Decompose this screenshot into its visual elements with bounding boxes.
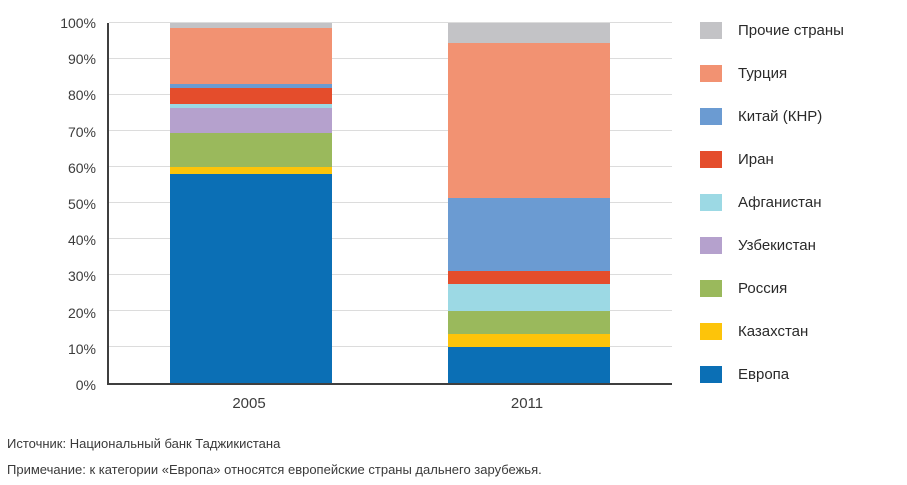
y-tick-label-70: 70% xyxy=(67,123,96,140)
segment-2005-Китай (КНР) xyxy=(170,84,332,88)
legend-swatch-icon xyxy=(700,365,722,383)
segment-2005-Узбекистан xyxy=(170,107,332,133)
legend-swatch-icon xyxy=(700,107,722,125)
gridline-50 xyxy=(109,202,672,203)
legend-label: Прочие страны xyxy=(738,21,844,39)
legend-swatch-icon xyxy=(700,150,722,168)
plot-area xyxy=(107,22,672,385)
x-tick-label-2005: 2005 xyxy=(232,395,266,412)
legend-swatch-icon xyxy=(700,322,722,340)
legend-item-Турция: Турция xyxy=(700,63,844,83)
legend-item-Узбекистан: Узбекистан xyxy=(700,235,844,255)
segment-2011-Иран xyxy=(448,271,610,284)
legend-item-Иран: Иран xyxy=(700,149,844,169)
legend-item-Казахстан: Казахстан xyxy=(700,321,844,341)
bar-2005 xyxy=(170,23,332,383)
segment-2005-Иран xyxy=(170,87,332,104)
gridline-10 xyxy=(109,346,672,347)
europe-definition-note: Примечание: к категории «Европа» относят… xyxy=(7,462,542,477)
legend-label: Европа xyxy=(738,365,790,383)
legend-label: Россия xyxy=(738,279,788,297)
segment-2011-Афганистан xyxy=(448,284,610,311)
segment-2011-Прочие страны xyxy=(448,23,610,43)
segment-2005-Россия xyxy=(170,132,332,167)
segment-2011-Европа xyxy=(448,347,610,383)
gridline-40 xyxy=(109,238,672,239)
legend-label: Казахстан xyxy=(738,322,809,340)
legend-label: Узбекистан xyxy=(738,236,816,254)
segment-2005-Турция xyxy=(170,28,332,85)
x-tick-label-2011: 2011 xyxy=(510,395,544,412)
y-tick-label-0: 0% xyxy=(75,377,96,393)
legend-swatch-icon xyxy=(700,236,722,254)
legend-label: Китай (КНР) xyxy=(738,107,823,125)
legend-item-Европа: Европа xyxy=(700,364,844,384)
y-tick-label-40: 40% xyxy=(67,232,96,249)
legend-label: Иран xyxy=(738,150,774,168)
segment-2005-Афганистан xyxy=(170,104,332,108)
legend-swatch-icon xyxy=(700,64,722,82)
y-tick-label-80: 80% xyxy=(67,87,96,104)
gridline-90 xyxy=(109,58,672,59)
y-tick-label-20: 20% xyxy=(67,304,96,321)
legend-item-Афганистан: Афганистан xyxy=(700,192,844,212)
legend-swatch-icon xyxy=(700,193,722,211)
segment-2005-Европа xyxy=(170,174,332,383)
gridline-60 xyxy=(109,166,672,167)
source-note: Источник: Национальный банк Таджикистана xyxy=(7,436,281,451)
segment-2005-Казахстан xyxy=(170,167,332,175)
y-tick-label-10: 10% xyxy=(67,340,96,357)
gridline-30 xyxy=(109,274,672,275)
legend-label: Турция xyxy=(738,64,788,82)
gridline-20 xyxy=(109,310,672,311)
segment-2011-Россия xyxy=(448,311,610,335)
segment-2005-Прочие страны xyxy=(170,23,332,29)
segment-2011-Китай (КНР) xyxy=(448,197,610,272)
legend-item-Прочие страны: Прочие страны xyxy=(700,20,844,40)
gridline-100 xyxy=(109,22,672,23)
y-tick-label-50: 50% xyxy=(67,196,96,212)
legend-swatch-icon xyxy=(700,21,722,39)
segment-2011-Турция xyxy=(448,42,610,198)
bar-2011 xyxy=(448,23,610,383)
segment-2011-Казахстан xyxy=(448,334,610,347)
y-tick-label-90: 90% xyxy=(67,51,96,68)
y-tick-label-100: 100% xyxy=(60,15,96,31)
gridline-80 xyxy=(109,94,672,95)
gridline-70 xyxy=(109,130,672,131)
legend: Прочие страны Турция Китай (КНР) Иран Афгани… xyxy=(700,20,844,384)
legend-label: Афганистан xyxy=(738,193,822,211)
legend-item-Россия: Россия xyxy=(700,278,844,298)
legend-item-Китай (КНР): Китай (КНР) xyxy=(700,106,844,126)
y-tick-label-60: 60% xyxy=(67,159,96,176)
y-tick-label-30: 30% xyxy=(67,268,96,285)
legend-swatch-icon xyxy=(700,279,722,297)
